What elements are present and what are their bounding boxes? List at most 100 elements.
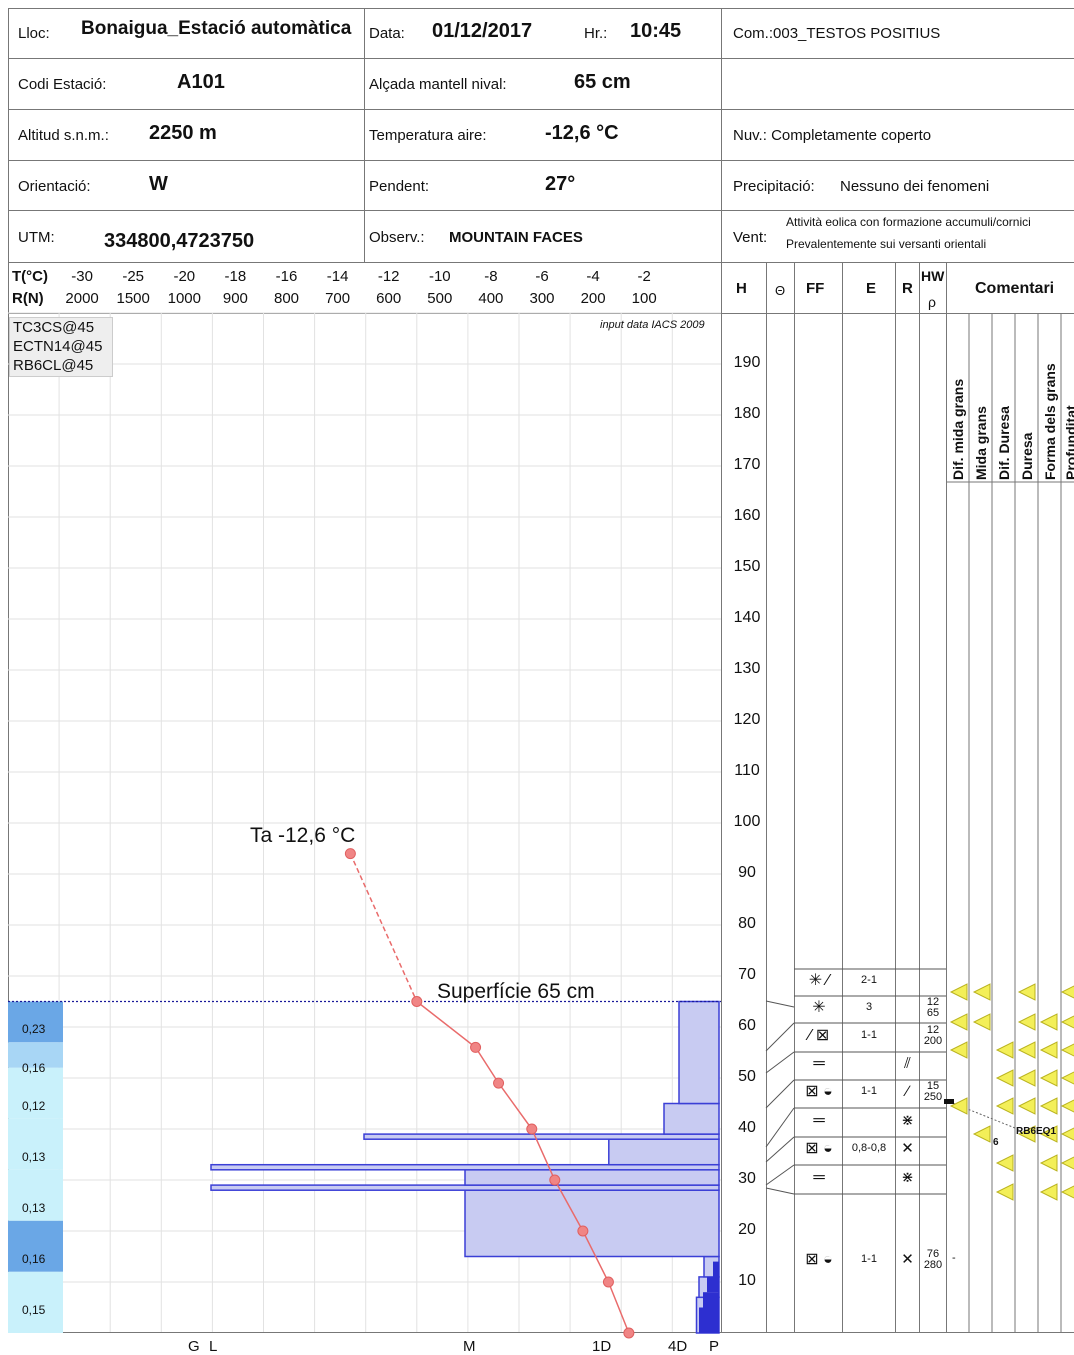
col-h: H [736,280,747,297]
height-tick: 10 [738,1272,756,1289]
utm-label: UTM: [18,229,55,246]
height-tick: 30 [738,1170,756,1187]
layer-hw-density: 76 280 [923,1248,943,1271]
temperature-point [411,996,423,1007]
layer-connector [765,1051,795,1074]
layer-grain-size: 1-1 [861,1253,877,1265]
temperature-point [526,1123,538,1135]
density-value: 0,23 [22,1022,46,1036]
comment-column-heading: Dif. Duresa [996,406,1012,480]
density-band [8,1042,63,1068]
hardness-base-bar [713,1261,719,1277]
r-tick: 1000 [167,290,201,307]
t-tick: -20 [173,268,196,285]
temperature-point [577,1225,589,1237]
density-band [8,1001,63,1043]
grain-marker [1017,1013,1036,1031]
temp-value: -12,6 °C [545,122,619,144]
layer-hardness: ⋇ [901,1168,914,1186]
grain-marker [995,1154,1014,1172]
hr-value: 10:45 [630,20,682,42]
temperature-point [623,1327,635,1339]
surface-label: Superfície 65 cm [437,980,595,1003]
hardness-axis-label: 1D [592,1338,612,1355]
height-tick: 140 [733,609,761,626]
r-tick: 800 [273,290,300,307]
grain-marker [995,1069,1014,1087]
layer-hardness: ✕ [901,1140,914,1157]
grain-marker [1017,1097,1036,1115]
grain-marker [995,1097,1014,1115]
col-hw: HW [921,268,945,284]
col-e: E [866,280,877,297]
height-tick: 170 [733,456,761,473]
layer-grain-size: 3 [865,1000,873,1013]
density-band [8,1169,63,1221]
pendent-value: 27° [545,173,576,195]
r-axis-label: R(N) [12,290,44,307]
grain-marker [1039,1125,1058,1143]
layer-grain-size: 2-1 [861,973,877,986]
r-tick: 200 [580,290,606,307]
layer-hardness: ✕ [901,1251,914,1268]
comment-column-heading: Forma dels grans [1042,363,1058,480]
orient-label: Orientació: [18,178,91,195]
grain-marker [1017,1125,1036,1143]
precip-value: Nessuno dei fenomeni [840,178,990,195]
layer-connector [765,1164,795,1186]
t-tick: -8 [484,268,498,285]
utm-value: 334800,4723750 [104,230,255,252]
comment-column-heading: Duresa [1019,432,1035,480]
r-tick: 1500 [116,290,150,307]
layer-grain-form: ⊠ ◒ [805,1083,833,1100]
lloc-label: Lloc: [18,25,50,42]
hardness-base-bar [703,1292,719,1308]
hardness-bar [663,1102,720,1135]
observ-value: MOUNTAIN FACES [449,229,583,246]
grain-marker [1060,1015,1074,1029]
height-tick: 120 [733,711,761,728]
layer-hw-density: 15 250 [923,1080,943,1103]
vent-line2: Prevalentemente sui versanti orientali [786,237,987,251]
grain-marker [1017,983,1036,1001]
col-r: R [902,280,913,297]
alcada-value: 65 cm [574,71,631,93]
layer-grain-form: ═ [813,1055,825,1072]
density-value: 0,13 [22,1150,46,1164]
altitud-label: Altitud s.n.m.: [18,127,109,144]
layer-grain-form: ⊠ ◒ [805,1251,833,1268]
density-value: 0,13 [22,1201,46,1215]
grain-marker [1060,1043,1074,1057]
t-tick: -10 [428,268,451,285]
density-value: 0,12 [22,1099,46,1113]
grain-marker [1017,1041,1036,1059]
temperature-point [344,848,356,860]
grain-marker [1060,1071,1074,1085]
grain-marker [1039,1041,1058,1059]
grain-marker [1060,1127,1074,1141]
pendent-label: Pendent: [369,178,430,195]
air-temp-label: Ta -12,6 °C [250,824,356,847]
t-tick: -4 [586,268,600,285]
density-value: 0,15 [22,1303,46,1317]
layer-connector [765,1107,795,1148]
observ-label: Observ.: [369,229,425,246]
height-tick: 40 [738,1119,756,1136]
hardness-axis-label: M [463,1338,476,1355]
hardness-bar [608,1138,720,1166]
col-comentari: Comentari [975,280,1055,297]
r-tick: 700 [325,290,351,307]
hardness-bar [464,1189,720,1258]
grain-marker [1039,1013,1058,1031]
test-1: TC3CS@45 [13,319,95,336]
grain-marker [1039,1069,1058,1087]
codi-value: A101 [177,71,225,93]
t-tick: -25 [122,268,145,285]
t-tick: -12 [377,268,400,285]
grain-marker [949,1041,968,1059]
col-rho: ρ [928,294,936,310]
codi-label: Codi Estació: [18,76,107,93]
t-tick: -14 [326,268,349,285]
temperature-point [549,1174,561,1186]
t-tick: -6 [535,268,549,285]
